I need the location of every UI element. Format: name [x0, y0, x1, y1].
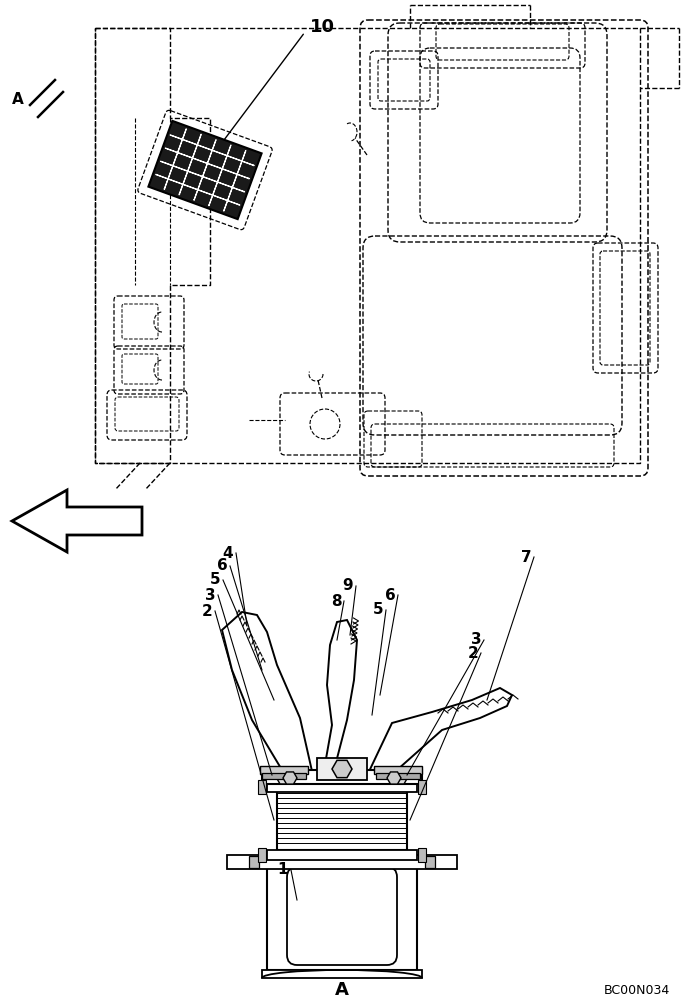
- Polygon shape: [12, 490, 142, 552]
- Polygon shape: [324, 620, 357, 770]
- Bar: [277, 790, 407, 850]
- Bar: [267, 850, 417, 860]
- Polygon shape: [222, 612, 314, 780]
- Bar: [227, 855, 457, 869]
- Polygon shape: [364, 688, 512, 782]
- Bar: [374, 766, 422, 774]
- Text: 6: 6: [217, 558, 227, 574]
- Text: 10: 10: [310, 18, 335, 36]
- Text: 7: 7: [521, 550, 531, 564]
- Polygon shape: [392, 770, 408, 784]
- Bar: [262, 770, 422, 784]
- Bar: [148, 121, 261, 219]
- Bar: [258, 780, 266, 794]
- FancyArrowPatch shape: [224, 151, 246, 211]
- FancyArrowPatch shape: [179, 134, 201, 195]
- Text: 8: 8: [330, 593, 341, 608]
- FancyArrowPatch shape: [170, 135, 254, 166]
- Bar: [418, 780, 426, 794]
- Bar: [262, 773, 306, 779]
- FancyArrowPatch shape: [161, 161, 245, 192]
- Text: 2: 2: [202, 603, 212, 618]
- FancyArrowPatch shape: [156, 174, 240, 205]
- Text: 3: 3: [471, 633, 482, 648]
- Bar: [249, 856, 259, 868]
- Bar: [425, 856, 435, 868]
- Text: 3: 3: [205, 587, 215, 602]
- Text: 2: 2: [468, 646, 478, 660]
- Polygon shape: [283, 772, 297, 784]
- Bar: [418, 848, 426, 862]
- Bar: [260, 766, 308, 774]
- Bar: [262, 970, 422, 978]
- Bar: [267, 865, 417, 970]
- Text: 6: 6: [384, 587, 395, 602]
- Text: BC00N034: BC00N034: [604, 984, 670, 996]
- Bar: [95, 28, 640, 463]
- Text: 4: 4: [223, 546, 233, 560]
- Text: A: A: [12, 93, 24, 107]
- FancyArrowPatch shape: [194, 140, 216, 200]
- Bar: [267, 782, 417, 792]
- Text: 5: 5: [373, 602, 383, 617]
- FancyArrowPatch shape: [166, 148, 250, 179]
- Text: A: A: [335, 981, 349, 999]
- Text: 9: 9: [343, 578, 354, 593]
- FancyBboxPatch shape: [287, 867, 397, 965]
- Polygon shape: [387, 772, 401, 784]
- Bar: [258, 848, 266, 862]
- Bar: [317, 758, 367, 780]
- FancyArrowPatch shape: [164, 129, 187, 189]
- Text: 1: 1: [278, 862, 288, 878]
- Polygon shape: [332, 760, 352, 778]
- Polygon shape: [276, 770, 292, 784]
- Bar: [376, 773, 420, 779]
- Text: 5: 5: [210, 572, 220, 587]
- FancyArrowPatch shape: [209, 145, 231, 206]
